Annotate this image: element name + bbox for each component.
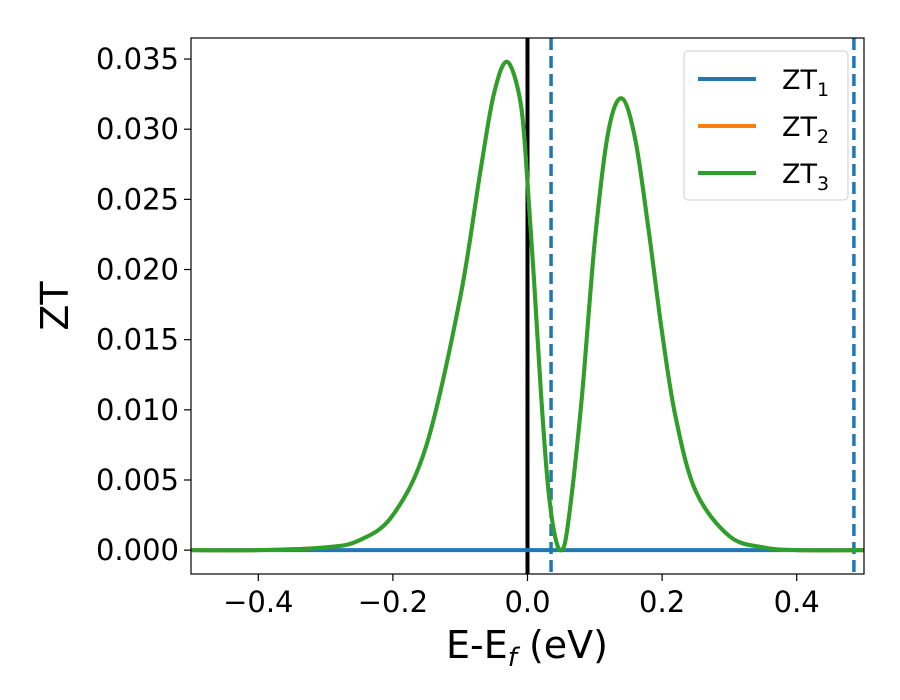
series-line-zt3: [191, 59, 864, 553]
x-tick-label: 0.2: [639, 585, 685, 619]
legend-label-zt1: ZT1: [782, 65, 829, 101]
y-tick-label: 0.010: [96, 393, 179, 427]
x-axis-title-main: E-E: [446, 623, 508, 667]
y-tick-label: 0.000: [96, 533, 179, 567]
y-tick-label: 0.005: [96, 463, 179, 497]
legend-box: [683, 50, 849, 201]
legend-label-zt3: ZT3: [782, 159, 829, 195]
x-tick-label: 0.0: [504, 585, 550, 619]
legend-label-zt2: ZT2: [782, 112, 829, 148]
x-tick-label: −0.2: [358, 585, 428, 619]
y-tick-label: 0.030: [96, 112, 179, 146]
y-axis-title: ZT: [33, 281, 77, 331]
y-tick-label: 0.020: [96, 253, 179, 287]
legend-label-main: ZT: [782, 159, 817, 190]
legend-label-subscript: 1: [817, 79, 829, 101]
y-tick-label: 0.035: [96, 42, 179, 76]
x-tick-label: −0.4: [223, 585, 293, 619]
legend-label-main: ZT: [782, 112, 817, 143]
x-axis-title: E-Ef (eV): [446, 623, 608, 673]
x-tick-label: 0.4: [774, 585, 820, 619]
legend-label-main: ZT: [782, 65, 817, 96]
legend-label-subscript: 2: [817, 126, 829, 148]
legend-label-subscript: 3: [817, 173, 829, 195]
y-tick-label: 0.015: [96, 323, 179, 357]
y-tick-label: 0.025: [96, 182, 179, 216]
x-axis-title-unit: (eV): [517, 623, 608, 667]
